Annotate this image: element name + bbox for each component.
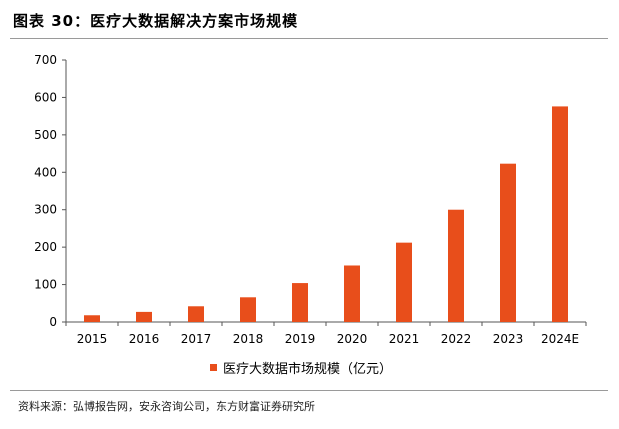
x-tick-label: 2023 xyxy=(493,332,524,346)
y-tick-label: 300 xyxy=(34,203,57,217)
y-tick-label: 200 xyxy=(34,240,57,254)
x-tick-label: 2019 xyxy=(285,332,316,346)
x-tick-label: 2016 xyxy=(129,332,160,346)
bar-2016 xyxy=(136,311,152,322)
bar-2019 xyxy=(292,283,308,322)
bar-2017 xyxy=(188,306,204,322)
bottom-divider xyxy=(10,390,608,391)
bar-2023 xyxy=(500,163,516,322)
legend-label: 医疗大数据市场规模（亿元） xyxy=(223,362,393,377)
x-tick-label: 2024E xyxy=(541,332,579,346)
y-tick-label: 500 xyxy=(34,128,57,142)
x-tick-label: 2021 xyxy=(389,332,420,346)
y-tick-label: 600 xyxy=(34,90,57,104)
bar-2015 xyxy=(84,315,100,322)
bar-2024E xyxy=(552,106,568,322)
chart-title: 图表 30：医疗大数据解决方案市场规模 xyxy=(13,12,299,30)
bar-2021 xyxy=(396,242,412,322)
top-divider xyxy=(10,38,608,39)
legend-swatch xyxy=(210,364,217,371)
x-tick-label: 2017 xyxy=(181,332,212,346)
x-tick-label: 2022 xyxy=(441,332,472,346)
y-tick-label: 100 xyxy=(34,278,57,292)
bar-2018 xyxy=(240,297,256,322)
bar-2020 xyxy=(344,265,360,322)
chart-legend: 医疗大数据市场规模（亿元） xyxy=(210,358,392,377)
bar-chart: 0 100 200 300 400 500 600 700 2015 2016 2017 2018 20… xyxy=(34,53,587,346)
y-tick-label: 0 xyxy=(49,315,57,329)
bar-2022 xyxy=(448,209,464,322)
y-tick-label: 700 xyxy=(34,53,57,67)
x-tick-label: 2015 xyxy=(77,332,108,346)
source-note: 资料来源：弘博报告网，安永咨询公司，东方财富证券研究所 xyxy=(18,400,315,413)
x-tick-label: 2018 xyxy=(233,332,264,346)
x-tick-label: 2020 xyxy=(337,332,368,346)
y-tick-label: 400 xyxy=(34,165,57,179)
